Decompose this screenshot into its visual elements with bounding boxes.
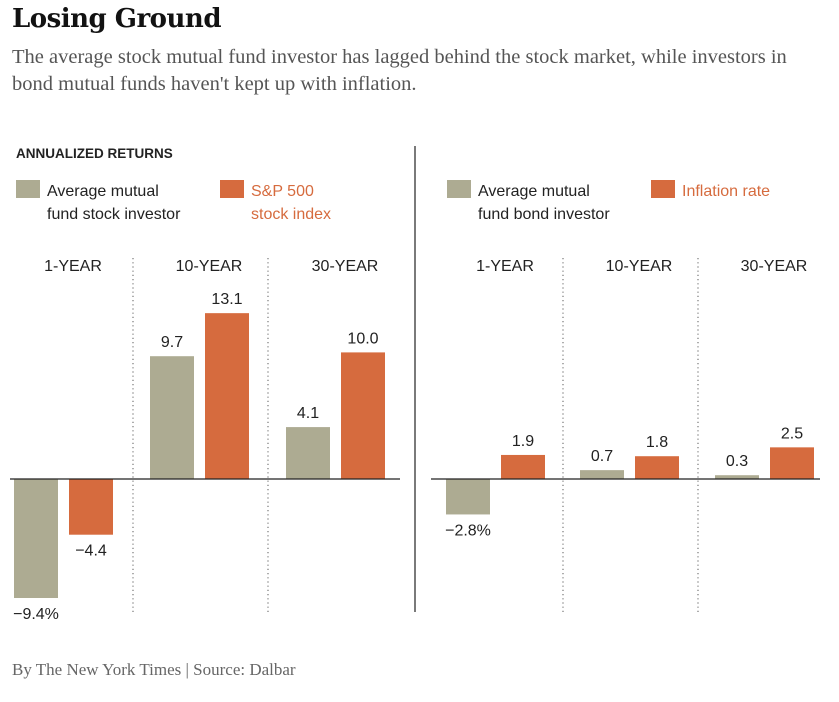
data-label: 2.5 [781, 425, 803, 442]
legend-swatch [16, 180, 40, 198]
bar [14, 479, 58, 599]
category-label: 1-YEAR [476, 258, 534, 275]
data-label: −2.8% [445, 522, 491, 539]
data-label: −4.4 [75, 543, 107, 560]
data-label: 0.7 [591, 448, 613, 465]
category-label: 10-YEAR [176, 258, 243, 275]
bar [446, 479, 490, 515]
bar [580, 470, 624, 479]
bar [286, 427, 330, 479]
data-label: 13.1 [211, 291, 242, 308]
bar [635, 456, 679, 479]
bar [341, 352, 385, 479]
legend-swatch [220, 180, 244, 198]
bar [715, 475, 759, 479]
legend-label: fund stock investor [47, 206, 181, 223]
legend-label: Inflation rate [682, 183, 770, 200]
chart-subtitle: The average stock mutual fund investor h… [12, 46, 787, 95]
chart-title: Losing Ground [12, 4, 222, 34]
legend-label: Average mutual [478, 183, 590, 200]
category-label: 30-YEAR [741, 258, 808, 275]
data-label: 9.7 [161, 334, 183, 351]
data-label: 10.0 [347, 330, 378, 347]
data-label: −9.4% [13, 606, 59, 623]
data-label: 1.8 [646, 434, 668, 451]
footer-credit: By The New York Times | Source: Dalbar [12, 660, 296, 679]
chart-section-title: ANNUALIZED RETURNS [16, 146, 173, 161]
legend-label: stock index [251, 206, 331, 223]
data-label: 0.3 [726, 453, 748, 470]
bar [770, 447, 814, 479]
legend-label: Average mutual [47, 183, 159, 200]
category-label: 30-YEAR [312, 258, 379, 275]
bar [150, 356, 194, 479]
data-label: 1.9 [512, 433, 534, 450]
category-label: 10-YEAR [606, 258, 673, 275]
legend-label: fund bond investor [478, 206, 610, 223]
category-label: 1-YEAR [44, 258, 102, 275]
data-label: 4.1 [297, 405, 319, 422]
bar [205, 313, 249, 479]
legend-label: S&P 500 [251, 183, 314, 200]
bar [501, 454, 545, 479]
legend-swatch [651, 180, 675, 198]
legend-swatch [447, 180, 471, 198]
bar [69, 479, 113, 535]
